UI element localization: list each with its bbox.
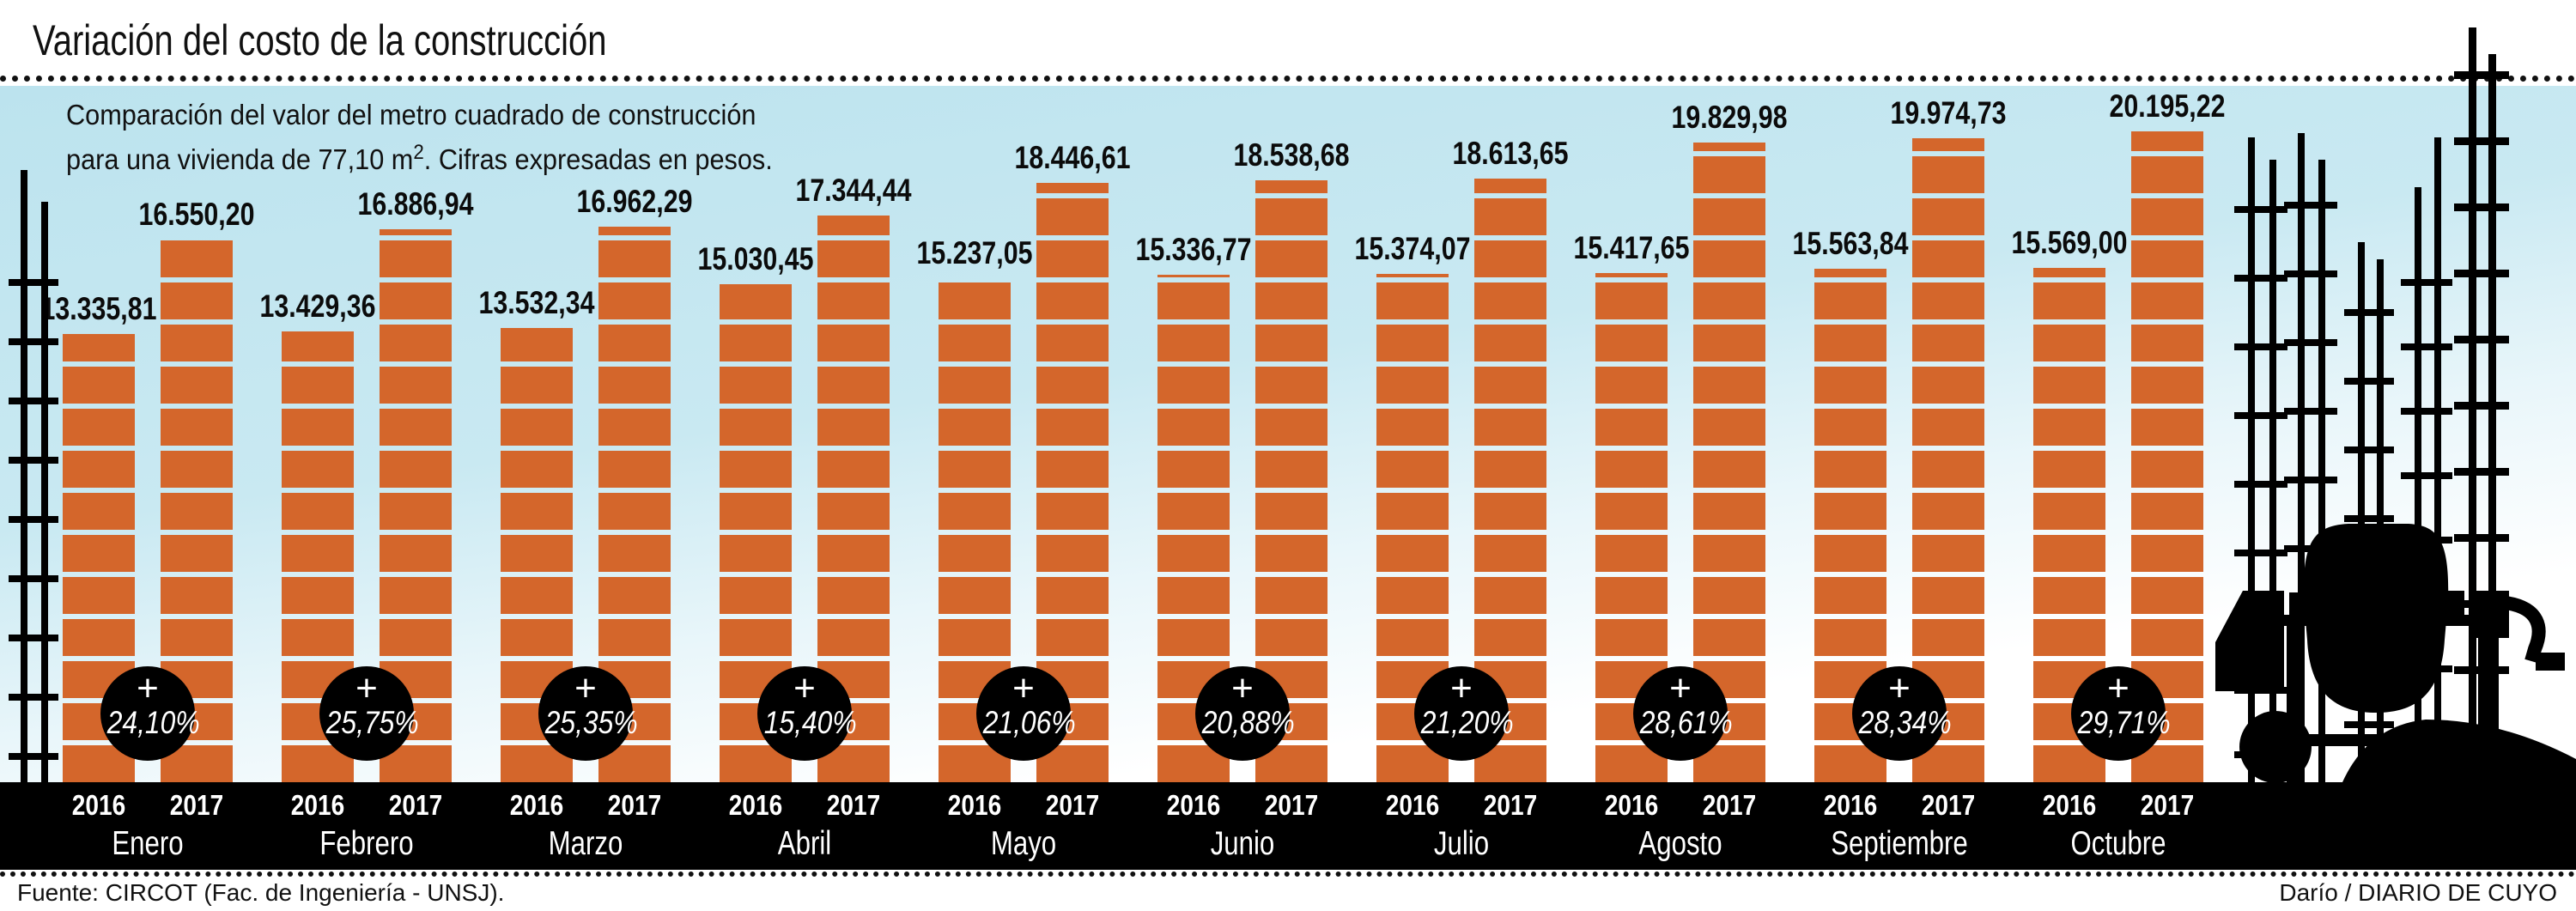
pct-value: 15,40% (763, 705, 857, 740)
black-axis-band: 2016 2017 Enero 2016 2017 Febrero 2016 2017 Marz… (0, 782, 2576, 870)
month-label: Marzo (548, 825, 623, 862)
bar-value-label: 15.569,00 (2011, 225, 2128, 260)
plus-sign: + (137, 667, 159, 709)
pct-change-badge: +15,40% (757, 666, 857, 761)
year-label: 2017 (2140, 789, 2195, 821)
year-label: 2016 (2042, 789, 2097, 821)
subtitle-line2: para una vivienda de 77,10 m2. Cifras ex… (66, 141, 773, 175)
month-label: Julio (1433, 825, 1490, 862)
bar-value-label: 18.613,65 (1452, 136, 1569, 171)
bar-value-label: 16.886,94 (357, 186, 474, 222)
superscript-2: 2 (413, 141, 424, 164)
pct-change-badge: +20,88% (1195, 666, 1295, 761)
bar-value-label: 16.962,29 (576, 184, 693, 219)
year-label: 2017 (1264, 789, 1319, 821)
year-label: 2017 (607, 789, 662, 821)
pct-value: 28,61% (1639, 705, 1733, 740)
bottom-dotted-divider (0, 872, 2576, 877)
bar-value-label: 19.829,98 (1671, 100, 1788, 135)
bar-value-label: 15.237,05 (916, 235, 1033, 270)
month-label: Febrero (319, 825, 414, 862)
bar-value-label: 18.538,68 (1233, 137, 1350, 173)
year-label: 2016 (71, 789, 126, 821)
year-label: 2017 (826, 789, 881, 821)
bar-value-label: 15.030,45 (697, 241, 814, 276)
pct-change-badge: +24,10% (100, 666, 200, 761)
pct-change-badge: +25,35% (538, 666, 638, 761)
pct-value: 29,71% (2077, 705, 2171, 740)
month-label: Agosto (1638, 825, 1722, 862)
pct-change-badge: +28,34% (1852, 666, 1952, 761)
year-label: 2016 (1823, 789, 1878, 821)
year-label: 2016 (1385, 789, 1440, 821)
pct-value: 25,75% (325, 705, 419, 740)
pct-change-badge: +21,20% (1414, 666, 1514, 761)
pct-change-badge: +29,71% (2071, 666, 2171, 761)
bar-value-label: 16.550,20 (138, 197, 255, 232)
plus-sign: + (793, 667, 816, 709)
plus-sign: + (2107, 667, 2129, 709)
month-label: Septiembre (1831, 825, 1968, 862)
pct-value: 21,20% (1420, 705, 1514, 740)
plus-sign: + (1888, 667, 1911, 709)
bar-value-label: 18.446,61 (1014, 140, 1131, 175)
year-label: 2016 (290, 789, 345, 821)
month-label: Abril (777, 825, 832, 862)
source-credit: Fuente: CIRCOT (Fac. de Ingeniería - UNS… (17, 879, 505, 906)
bar-value-label: 20.195,22 (2109, 88, 2226, 124)
plus-sign: + (574, 667, 597, 709)
year-label: 2016 (1166, 789, 1221, 821)
year-label: 2017 (169, 789, 224, 821)
pct-value: 25,35% (544, 705, 638, 740)
month-label: Junio (1210, 825, 1275, 862)
bar-value-label: 15.563,84 (1792, 226, 1909, 261)
year-label: 2017 (1921, 789, 1976, 821)
bar-value-label: 13.532,34 (478, 285, 595, 320)
top-dotted-divider (0, 76, 2576, 82)
plus-sign: + (1450, 667, 1473, 709)
year-label: 2016 (1604, 789, 1659, 821)
year-label: 2016 (947, 789, 1002, 821)
bar-value-label: 13.335,81 (40, 291, 157, 326)
pct-change-badge: +28,61% (1633, 666, 1733, 761)
author-credit: Darío / DIARIO DE CUYO (2279, 879, 2557, 906)
gravel-mound-icon (2342, 720, 2576, 782)
subtitle-line1: Comparación del valor del metro cuadrado… (66, 99, 756, 131)
year-label: 2017 (1483, 789, 1538, 821)
year-label: 2017 (1045, 789, 1100, 821)
bar-value-label: 15.336,77 (1135, 232, 1252, 267)
plus-sign: + (1012, 667, 1035, 709)
month-label: Mayo (990, 825, 1057, 862)
left-rebar-art (9, 170, 58, 782)
year-label: 2017 (1702, 789, 1757, 821)
bar-value-label: 13.429,36 (259, 288, 376, 324)
pct-change-badge: +25,75% (319, 666, 419, 761)
bar-value-label: 15.374,07 (1354, 231, 1471, 266)
pct-value: 28,34% (1858, 705, 1952, 740)
construction-silhouette-art (2215, 27, 2576, 784)
bar-value-label: 17.344,44 (795, 173, 912, 208)
month-label: Enero (112, 825, 184, 862)
month-label: Octubre (2070, 825, 2166, 862)
pct-value: 20,88% (1201, 705, 1295, 740)
year-label: 2016 (728, 789, 783, 821)
chart-subtitle: Comparación del valor del metro cuadrado… (66, 96, 773, 179)
plus-sign: + (355, 667, 378, 709)
bar-value-label: 19.974,73 (1890, 95, 2007, 131)
pct-change-badge: +21,06% (976, 666, 1076, 761)
page-title: Variación del costo de la construcción (33, 16, 607, 64)
pct-value: 24,10% (106, 705, 200, 740)
pct-value: 21,06% (982, 705, 1076, 740)
year-label: 2016 (509, 789, 564, 821)
bar-value-label: 15.417,65 (1573, 230, 1690, 265)
plus-sign: + (1231, 667, 1254, 709)
plus-sign: + (1669, 667, 1692, 709)
year-label: 2017 (388, 789, 443, 821)
